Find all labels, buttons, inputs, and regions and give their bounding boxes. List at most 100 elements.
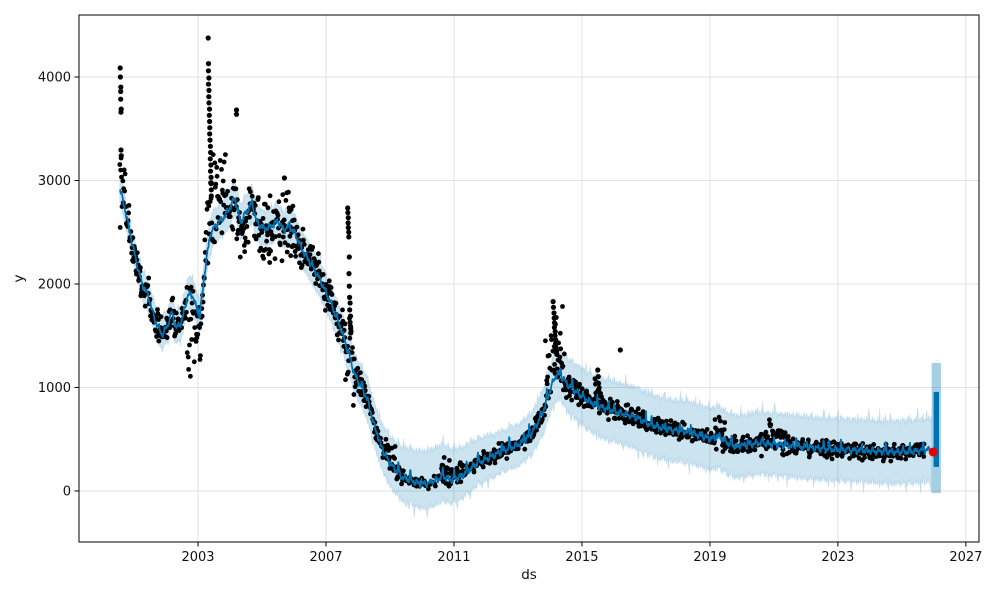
data-point [290, 203, 296, 209]
outlier-point [205, 68, 211, 74]
y-tick-label: 2000 [38, 277, 71, 292]
outlier-point [207, 125, 213, 131]
data-point [253, 236, 259, 242]
data-point [340, 307, 345, 313]
data-point [212, 239, 217, 245]
outlier-point [345, 215, 351, 221]
outlier-point [617, 347, 623, 353]
data-point [193, 339, 199, 344]
data-point [326, 278, 332, 284]
data-point [299, 262, 305, 268]
data-point [768, 422, 774, 427]
data-point [245, 239, 251, 245]
data-point [233, 186, 239, 192]
x-tick-label: 2027 [949, 550, 982, 565]
outlier-point [207, 131, 213, 137]
data-point [184, 350, 190, 356]
data-point [276, 199, 282, 205]
data-point [261, 256, 266, 261]
data-point [279, 258, 285, 264]
data-point [534, 427, 539, 433]
data-point [187, 342, 192, 348]
data-point [173, 310, 179, 316]
data-point [320, 272, 326, 277]
outlier-point [346, 254, 352, 260]
x-axis-label: ds [521, 567, 537, 583]
data-point [337, 313, 343, 319]
data-point [191, 359, 197, 365]
data-point [355, 365, 361, 371]
data-point [733, 438, 739, 444]
data-point [862, 455, 867, 460]
outlier-point [347, 294, 353, 300]
data-point [829, 456, 835, 462]
outlier-point [207, 168, 214, 174]
data-point [282, 240, 288, 246]
y-axis-label: y [11, 275, 27, 283]
x-tick-label: 2023 [821, 550, 854, 565]
outlier-point [554, 351, 560, 357]
outlier-point [208, 181, 214, 187]
data-point [284, 249, 290, 255]
outlier-point [345, 205, 351, 211]
data-point [316, 259, 322, 265]
data-point [767, 417, 772, 423]
outlier-point [596, 410, 603, 416]
data-point [121, 167, 127, 173]
data-point [568, 389, 573, 395]
data-point [249, 193, 255, 199]
outlier-point [233, 107, 240, 113]
outlier-point [208, 174, 214, 180]
data-point [202, 237, 208, 243]
data-point [156, 338, 162, 344]
data-point [120, 178, 126, 184]
data-point [921, 454, 927, 459]
data-point [395, 475, 401, 480]
x-tick-label: 2011 [437, 550, 470, 565]
data-point [560, 304, 565, 309]
outlier-point [118, 96, 124, 102]
highlight-point [928, 447, 938, 457]
data-point [126, 203, 132, 208]
data-point [264, 238, 269, 244]
data-point [242, 249, 248, 255]
data-point [447, 458, 452, 463]
outlier-point [208, 162, 214, 168]
data-point [561, 351, 567, 357]
data-point [155, 311, 161, 317]
outlier-point [595, 374, 601, 380]
outlier-point [118, 153, 124, 159]
outlier-point [595, 367, 601, 373]
data-point [262, 201, 268, 207]
data-point [227, 214, 233, 220]
data-point [213, 181, 219, 187]
data-point [323, 307, 328, 313]
data-point [888, 458, 894, 464]
data-point [351, 356, 357, 362]
data-point [186, 367, 192, 372]
data-point [433, 483, 438, 489]
data-point [333, 300, 339, 306]
data-point [392, 444, 398, 449]
outlier-point [207, 137, 213, 143]
data-point [259, 230, 265, 235]
data-point [141, 293, 147, 299]
data-point [145, 283, 151, 288]
data-point [347, 335, 353, 341]
data-point [759, 453, 764, 459]
outlier-point [347, 319, 353, 325]
data-point [192, 325, 198, 330]
data-point [732, 433, 738, 439]
data-point [653, 429, 659, 435]
data-point [312, 258, 318, 264]
data-point [652, 416, 657, 422]
data-point [722, 420, 728, 425]
x-tick-label: 2015 [565, 550, 598, 565]
outlier-point [346, 271, 352, 277]
data-point [625, 402, 631, 408]
x-tick-label: 2003 [181, 550, 214, 565]
data-point [283, 198, 289, 203]
data-point [221, 159, 227, 165]
forecast-burst-bar [931, 363, 941, 493]
data-point [230, 226, 236, 232]
